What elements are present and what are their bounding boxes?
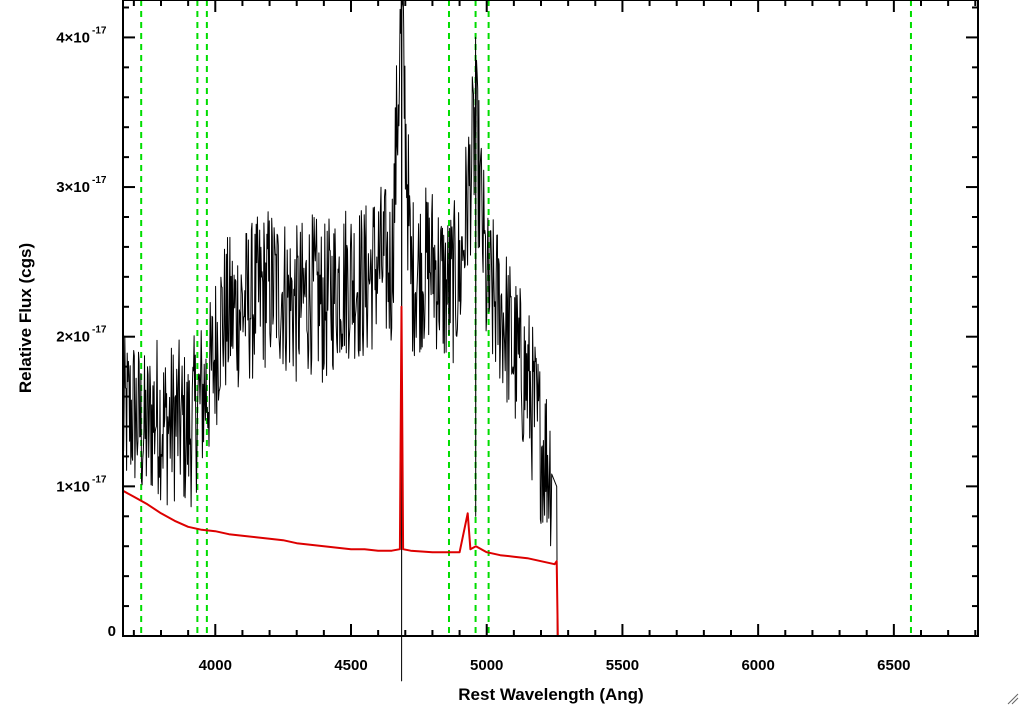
y-tick-label-2: 2×10	[56, 329, 90, 346]
x-tick-label-1: 4500	[334, 657, 367, 674]
y-tick-label-4: 4×10	[56, 29, 90, 46]
x-axis-label: Rest Wavelength (Ang)	[458, 685, 643, 704]
resize-grip-icon[interactable]	[1007, 693, 1019, 705]
y-tick-exponent-2: -17	[92, 325, 107, 336]
y-tick-exponent-4: -17	[92, 25, 107, 36]
y-tick-exponent-3: -17	[92, 175, 107, 186]
axis-labels: Rest Wavelength (Ang) Relative Flux (cgs…	[16, 243, 644, 704]
x-tick-label-4: 6000	[741, 657, 774, 674]
plot-frame	[122, 0, 979, 637]
y-axis-label: Relative Flux (cgs)	[16, 243, 35, 393]
series-layer	[122, 0, 978, 682]
y-tick-exponent-1: -17	[92, 474, 107, 485]
series-0-line	[122, 0, 558, 682]
x-tick-label-5: 6500	[877, 657, 910, 674]
x-tick-label-2: 5000	[470, 657, 503, 674]
x-tick-label-3: 5500	[606, 657, 639, 674]
series-1-line	[122, 305, 978, 637]
y-tick-label-3: 3×10	[56, 179, 90, 196]
y-tick-label-1: 1×10	[56, 478, 90, 495]
y-tick-label-0: 0	[108, 623, 116, 640]
x-tick-label-0: 4000	[199, 657, 232, 674]
